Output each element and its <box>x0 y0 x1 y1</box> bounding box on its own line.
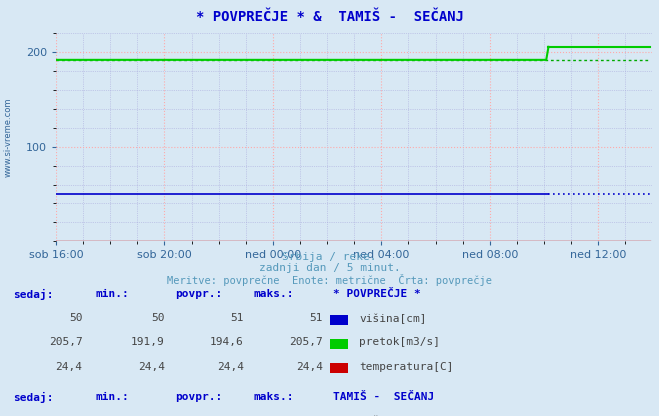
Text: 24,4: 24,4 <box>217 362 244 371</box>
Text: zadnji dan / 5 minut.: zadnji dan / 5 minut. <box>258 263 401 273</box>
Text: 24,4: 24,4 <box>55 362 82 371</box>
Text: Meritve: povprečne  Enote: metrične  Črta: povprečje: Meritve: povprečne Enote: metrične Črta:… <box>167 274 492 286</box>
Text: 205,7: 205,7 <box>289 337 323 347</box>
Text: 51: 51 <box>310 313 323 323</box>
Text: višina[cm]: višina[cm] <box>359 313 426 324</box>
Text: 51: 51 <box>231 313 244 323</box>
Text: * POVPREČJE *: * POVPREČJE * <box>333 289 420 299</box>
Text: Srbija / reke.: Srbija / reke. <box>282 252 377 262</box>
Text: 24,4: 24,4 <box>296 362 323 371</box>
Text: 50: 50 <box>152 313 165 323</box>
Text: povpr.:: povpr.: <box>175 392 222 402</box>
Text: 50: 50 <box>69 313 82 323</box>
Text: min.:: min.: <box>96 392 129 402</box>
Text: 205,7: 205,7 <box>49 337 82 347</box>
Text: pretok[m3/s]: pretok[m3/s] <box>359 337 440 347</box>
Text: maks.:: maks.: <box>254 289 294 299</box>
Text: 194,6: 194,6 <box>210 337 244 347</box>
Text: sedaj:: sedaj: <box>13 289 53 300</box>
Text: min.:: min.: <box>96 289 129 299</box>
Text: * POVPREČJE * &  TAMIŠ -  SEČANJ: * POVPREČJE * & TAMIŠ - SEČANJ <box>196 10 463 25</box>
Text: TAMIŠ -  SEČANJ: TAMIŠ - SEČANJ <box>333 392 434 402</box>
Text: 191,9: 191,9 <box>131 337 165 347</box>
Text: povpr.:: povpr.: <box>175 289 222 299</box>
Text: 24,4: 24,4 <box>138 362 165 371</box>
Text: www.si-vreme.com: www.si-vreme.com <box>3 97 13 177</box>
Text: maks.:: maks.: <box>254 392 294 402</box>
Text: sedaj:: sedaj: <box>13 392 53 403</box>
Text: temperatura[C]: temperatura[C] <box>359 362 453 371</box>
